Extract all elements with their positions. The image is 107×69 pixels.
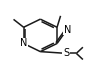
Text: N: N	[64, 25, 71, 35]
Text: S: S	[63, 48, 69, 58]
Text: N: N	[20, 39, 27, 49]
